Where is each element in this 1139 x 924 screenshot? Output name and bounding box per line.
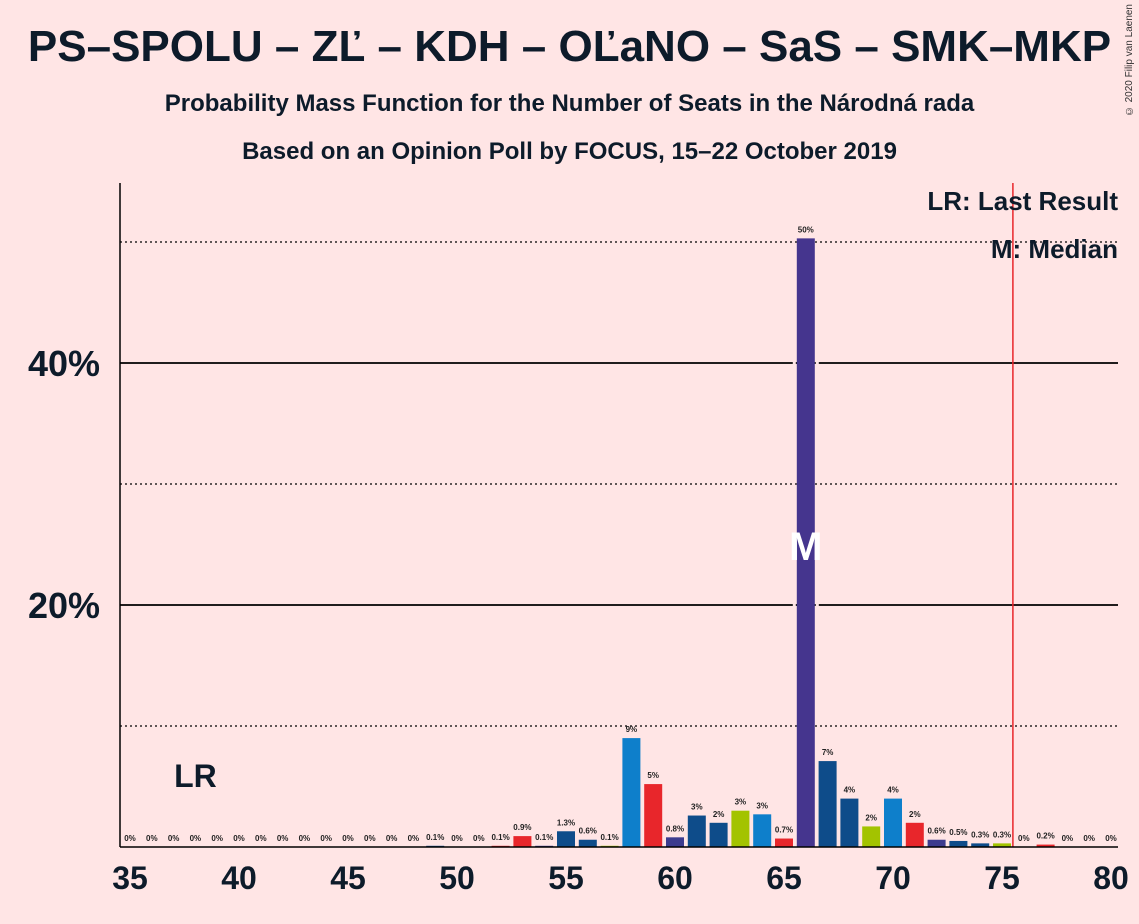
x-tick-label: 55 xyxy=(548,860,584,896)
bar-label: 2% xyxy=(865,813,877,822)
bar-seat-77 xyxy=(1036,844,1055,847)
bar-label: 0% xyxy=(190,834,202,843)
bar-label: 0.5% xyxy=(949,828,967,837)
bar-seat-56 xyxy=(578,839,597,847)
bar-label: 0% xyxy=(233,834,245,843)
chart-subtitle: Probability Mass Function for the Number… xyxy=(164,90,975,117)
bar-label: 4% xyxy=(887,786,899,795)
bar-label: 0.6% xyxy=(927,827,945,836)
bar-label: 0% xyxy=(146,834,158,843)
bar-seat-71 xyxy=(905,822,924,847)
bar-label: 5% xyxy=(647,771,659,780)
bar-label: 0.6% xyxy=(579,827,597,836)
bar-label: 50% xyxy=(798,225,814,234)
chart-title: PS–SPOLU – ZĽ – KDH – OĽaNO – SaS – SMK–… xyxy=(27,22,1112,71)
bar-label: 0.2% xyxy=(1036,832,1054,841)
bar-seat-58 xyxy=(622,738,641,847)
bar-label: 3% xyxy=(756,801,768,810)
bar-label: 3% xyxy=(691,803,703,812)
bar-label: 0% xyxy=(168,834,180,843)
bar-seat-60 xyxy=(666,837,684,847)
bar-label: 0% xyxy=(451,834,463,843)
bar-seat-72 xyxy=(927,839,946,847)
bar-seat-63 xyxy=(731,810,750,847)
bar-label: 0% xyxy=(1083,834,1095,843)
x-tick-label: 65 xyxy=(766,860,802,896)
x-tick-label: 80 xyxy=(1093,860,1129,896)
bar-seat-66 xyxy=(796,238,815,847)
bar-label: 0.1% xyxy=(600,833,618,842)
bar-label: 0% xyxy=(277,834,289,843)
x-tick-label: 45 xyxy=(330,860,366,896)
bar-seat-59 xyxy=(644,784,663,847)
bar-seat-74 xyxy=(971,843,990,847)
y-tick-label: 40% xyxy=(28,343,100,384)
bar-label: 0% xyxy=(255,834,267,843)
bar-label: 0.3% xyxy=(971,830,989,839)
bar-label: 0.9% xyxy=(513,823,531,832)
bar-seat-53 xyxy=(513,836,532,847)
bar-label: 0% xyxy=(1105,834,1117,843)
bar-seat-67 xyxy=(818,761,837,847)
bar-seat-61 xyxy=(687,815,706,847)
bar-label: 4% xyxy=(844,786,856,795)
bar-seat-64 xyxy=(753,814,772,847)
bar-label: 0.1% xyxy=(535,833,553,842)
legend-median: M: Median xyxy=(991,234,1118,264)
bar-seat-62 xyxy=(709,822,728,847)
x-tick-label: 70 xyxy=(875,860,911,896)
y-tick-label: 20% xyxy=(28,585,100,626)
bar-label: 0% xyxy=(386,834,398,843)
bar-label: 0% xyxy=(299,834,311,843)
bar-label: 0% xyxy=(342,834,354,843)
bar-label: 0% xyxy=(211,834,223,843)
bar-label: 2% xyxy=(909,810,921,819)
bar-label: 0.7% xyxy=(775,826,793,835)
x-tick-label: 35 xyxy=(112,860,148,896)
bar-seat-55 xyxy=(557,831,575,847)
bar-label: 1.3% xyxy=(557,818,575,827)
bar-label: 0% xyxy=(364,834,376,843)
bar-label: 0% xyxy=(408,834,420,843)
bar-label: 0.1% xyxy=(491,833,509,842)
x-tick-label: 50 xyxy=(439,860,475,896)
x-tick-label: 60 xyxy=(657,860,693,896)
bar-seat-68 xyxy=(840,798,859,847)
bar-label: 3% xyxy=(735,798,747,807)
bar-seat-65 xyxy=(775,838,793,847)
bar-label: 9% xyxy=(626,725,638,734)
bar-seat-69 xyxy=(862,826,881,847)
chart-subtitle-poll: Based on an Opinion Poll by FOCUS, 15–22… xyxy=(242,138,897,165)
bar-label: 7% xyxy=(822,748,834,757)
bar-seat-73 xyxy=(949,840,968,847)
bar-label: 0.3% xyxy=(993,830,1011,839)
bar-seat-75 xyxy=(993,843,1011,847)
bar-label: 0.1% xyxy=(426,833,444,842)
median-marker: M xyxy=(789,525,822,569)
bar-label: 0% xyxy=(1062,834,1074,843)
bar-label: 0% xyxy=(124,834,136,843)
bar-label: 0% xyxy=(320,834,332,843)
x-tick-label: 75 xyxy=(984,860,1020,896)
x-tick-label: 40 xyxy=(221,860,257,896)
legend-last-result: LR: Last Result xyxy=(927,186,1118,216)
bar-label: 2% xyxy=(713,810,725,819)
bar-seat-70 xyxy=(884,798,902,847)
bar-label: 0.8% xyxy=(666,824,684,833)
last-result-marker: LR xyxy=(174,758,217,794)
bar-label: 0% xyxy=(1018,834,1030,843)
bar-label: 0% xyxy=(473,834,485,843)
